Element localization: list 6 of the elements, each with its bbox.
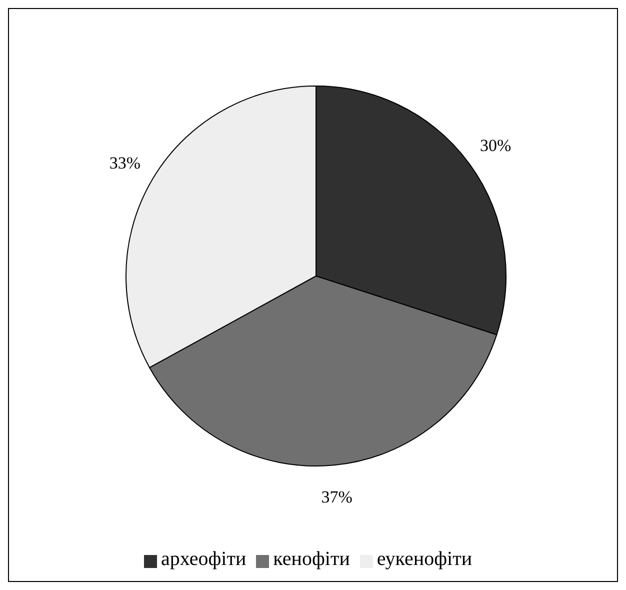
legend-label: еукенофіти (376, 548, 472, 570)
data-label: 30% (480, 136, 512, 156)
data-label: 37% (321, 488, 352, 507)
data-label: 33% (109, 153, 140, 172)
legend-label: археофіти (160, 548, 246, 570)
legend-label: кенофіти (273, 548, 350, 570)
